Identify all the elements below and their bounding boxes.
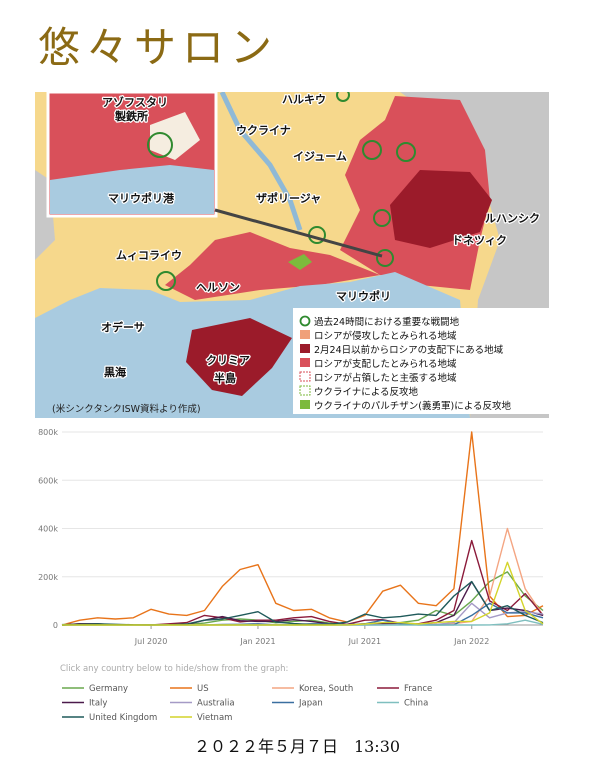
y-tick-label: 400k: [38, 525, 58, 534]
chart-hint: Click any country below to hide/show fro…: [60, 664, 288, 674]
y-tick-label: 800k: [38, 428, 58, 437]
map-label: ルハンシク: [485, 212, 540, 225]
map-label: 製鉄所: [114, 109, 148, 123]
map-label: ウクライナ: [236, 124, 291, 137]
legend-item[interactable]: Italy: [62, 699, 107, 709]
map-source: (米シンクタンクISW資料より作成): [52, 403, 201, 415]
map-label: クリミア: [206, 354, 250, 367]
series-line: [61, 431, 544, 626]
map-label: ザポリージャ: [256, 191, 321, 205]
legend-label: ウクライナのパルチザン(義勇軍)による反攻地: [314, 400, 511, 412]
legend-label: China: [404, 699, 428, 709]
y-tick-label: 0: [53, 621, 58, 630]
legend-label: United Kingdom: [89, 713, 157, 723]
x-tick-label: Jan 2022: [453, 637, 489, 646]
y-tick-label: 600k: [38, 476, 58, 485]
legend-item[interactable]: Germany: [62, 684, 128, 694]
legend-item[interactable]: China: [377, 699, 428, 709]
line-chart: 0 200k 400k 600k 800k Jul 2020 Jan 2021 Jul 202…: [38, 428, 544, 723]
legend-label: Vietnam: [197, 713, 232, 723]
legend-item[interactable]: Australia: [170, 699, 235, 709]
legend-item[interactable]: US: [170, 684, 209, 694]
map-label: ムィコライウ: [116, 249, 182, 262]
legend-item[interactable]: Korea, South: [272, 684, 353, 694]
legend-label: Germany: [89, 684, 128, 694]
map-label: ハルキウ: [282, 93, 326, 106]
legend-label: 2月24日以前からロシアの支配下にある地域: [314, 344, 504, 356]
x-tick-label: Jul 2021: [348, 637, 382, 646]
y-tick-label: 200k: [38, 573, 58, 582]
legend-label: ロシアが支配したとみられる地域: [314, 358, 457, 370]
legend-label: 過去24時間における重要な戦闘地: [314, 316, 460, 328]
map-label: ドネツィク: [452, 234, 507, 247]
site-title: 悠々サロン: [38, 23, 278, 72]
legend-label: US: [197, 684, 209, 694]
map-label: アゾフスタリ: [102, 95, 168, 109]
x-tick-label: Jan 2021: [239, 637, 275, 646]
footer-date: ２０２２年５月７日 13:30: [194, 737, 400, 756]
legend-label: Italy: [89, 699, 107, 709]
legend-item[interactable]: Japan: [272, 699, 323, 709]
map-label: 半島: [214, 371, 236, 385]
legend-item[interactable]: Vietnam: [170, 713, 232, 723]
legend-label: France: [404, 684, 432, 694]
map-label: ヘルソン: [196, 281, 240, 294]
map-label: イジューム: [293, 150, 347, 163]
legend-label: ロシアが占領したと主張する地域: [314, 372, 457, 384]
legend-item[interactable]: United Kingdom: [62, 713, 157, 723]
legend-label: ウクライナによる反攻地: [314, 386, 419, 398]
legend-label: ロシアが侵攻したとみられる地域: [314, 330, 457, 342]
legend-label: Australia: [197, 699, 235, 709]
x-tick-label: Jul 2020: [134, 637, 168, 646]
legend-label: Korea, South: [299, 684, 353, 694]
series-line: [62, 561, 544, 626]
inset: [46, 92, 218, 218]
legend-item[interactable]: France: [377, 684, 432, 694]
legend-label: Japan: [298, 699, 323, 709]
legend-box: [293, 308, 549, 414]
map: アゾフスタリ 製鉄所 マリウポリ港 ハルキウ ウクライナ イジューム ザポリージ…: [35, 92, 549, 418]
map-label: マリウポリ港: [108, 191, 175, 205]
map-label: マリウポリ: [336, 289, 391, 303]
map-label: オデーサ: [101, 320, 145, 334]
map-label: 黒海: [104, 365, 126, 379]
